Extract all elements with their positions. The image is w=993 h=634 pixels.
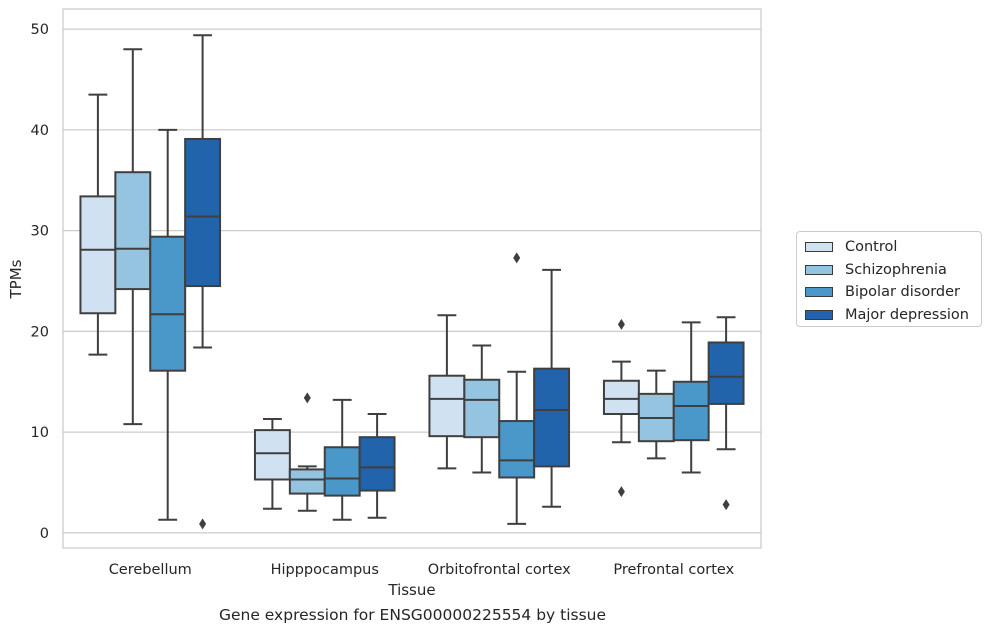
box-1-0	[253, 418, 291, 510]
x-tick-label: Orbitofrontal cortex	[428, 562, 571, 578]
box-body	[149, 235, 187, 372]
y-tick-label: 20	[31, 324, 49, 340]
box-1-2	[323, 398, 361, 521]
boxes	[79, 34, 745, 530]
legend-item-bipolar-disorder: Bipolar disorder	[805, 281, 973, 304]
outlier-point	[722, 499, 730, 511]
box-0-2	[149, 128, 187, 521]
box-body	[428, 374, 466, 438]
legend: Control Schizophrenia Bipolar disorder M…	[796, 231, 982, 327]
outlier-point	[617, 318, 625, 330]
outlier-point	[303, 392, 311, 404]
box-1-1	[288, 392, 326, 512]
x-axis-label: Tissue	[387, 581, 435, 599]
box-1-3	[358, 413, 396, 519]
box-body	[672, 380, 710, 442]
legend-swatch	[805, 287, 833, 298]
box-body	[253, 429, 291, 481]
box-body	[533, 367, 571, 468]
y-axis-label: TPMs	[7, 259, 25, 299]
outlier-point	[617, 486, 625, 498]
box-body	[358, 436, 396, 492]
box-2-2	[498, 252, 536, 525]
box-3-0	[602, 318, 640, 498]
box-3-3	[707, 316, 745, 511]
x-tick-label: Hipppocampus	[271, 562, 379, 578]
legend-item-major-depression: Major depression	[805, 304, 973, 327]
legend-label: Control	[845, 239, 898, 256]
x-tick-label: Prefrontal cortex	[613, 562, 734, 578]
legend-item-schizophrenia: Schizophrenia	[805, 259, 973, 282]
y-tick-labels: 0 10 20 30 40 50	[31, 22, 49, 542]
box-2-3	[533, 268, 571, 508]
box-3-2	[672, 321, 710, 474]
box-body	[707, 341, 745, 405]
box-body	[114, 171, 152, 291]
box-0-0	[79, 93, 117, 356]
outlier-point	[513, 252, 521, 264]
x-tick-labels: Cerebellum Hipppocampus Orbitofrontal cort…	[109, 562, 735, 578]
box-0-1	[114, 48, 152, 426]
y-tick-label: 50	[31, 22, 49, 38]
box-body	[288, 468, 326, 495]
box-body	[79, 195, 117, 315]
y-tick-label: 40	[31, 123, 49, 139]
y-tick-label: 10	[31, 425, 49, 441]
box-body	[602, 379, 640, 416]
plot-frame	[62, 8, 762, 549]
box-body	[184, 137, 222, 288]
legend-item-control: Control	[805, 236, 973, 259]
y-tick-label: 0	[40, 526, 49, 542]
box-body	[498, 420, 536, 479]
legend-swatch	[805, 242, 833, 253]
legend-swatch	[805, 309, 833, 320]
box-body	[463, 378, 501, 439]
legend-label: Bipolar disorder	[845, 284, 960, 301]
x-tick-label: Cerebellum	[109, 562, 192, 578]
box-2-1	[463, 344, 501, 474]
legend-label: Major depression	[845, 306, 969, 323]
box-0-3	[184, 34, 222, 530]
chart-caption: Gene expression for ENSG00000225554 by t…	[218, 606, 607, 624]
box-3-1	[637, 369, 675, 460]
box-2-0	[428, 314, 466, 470]
legend-swatch	[805, 264, 833, 275]
box-body	[323, 446, 361, 497]
y-tick-label: 30	[31, 224, 49, 240]
outlier-point	[199, 518, 207, 530]
legend-label: Schizophrenia	[845, 261, 947, 278]
